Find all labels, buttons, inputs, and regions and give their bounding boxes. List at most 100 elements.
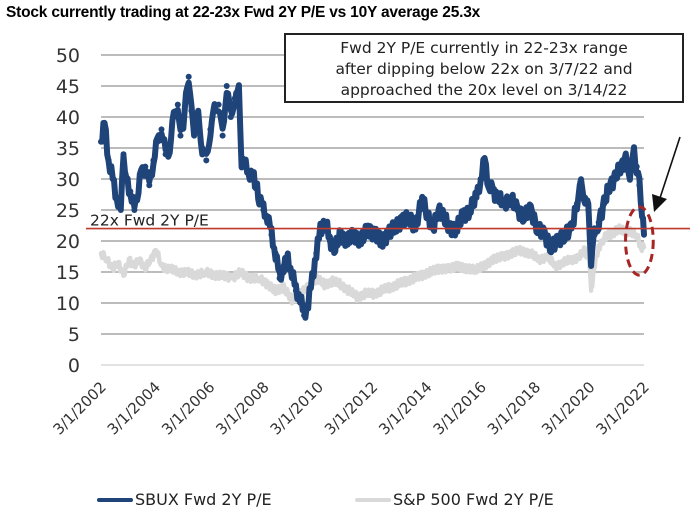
data-point (521, 213, 527, 220)
data-point (146, 182, 153, 189)
y-tick-label: 15 (56, 262, 80, 284)
data-point (242, 163, 249, 170)
data-point (167, 266, 172, 272)
data-point (305, 300, 312, 306)
legend-label-sbux: SBUX Fwd 2Y P/E (135, 490, 272, 509)
data-point (281, 285, 286, 290)
data-point (143, 266, 148, 272)
data-point (175, 269, 181, 275)
data-point (202, 269, 208, 275)
data-point (109, 176, 116, 182)
data-point (474, 266, 479, 272)
series-sbux (98, 73, 647, 321)
annotation-line: approached the 20x level on 3/14/22 (340, 81, 628, 99)
data-point (162, 151, 169, 158)
data-point (272, 250, 279, 257)
data-point (527, 207, 534, 213)
data-point (489, 188, 496, 195)
data-point (134, 194, 141, 201)
x-tick-label: 3/1/2006 (158, 378, 218, 438)
annotation-arrow (652, 136, 681, 212)
data-point (641, 244, 647, 250)
data-point (231, 95, 238, 102)
data-point (289, 297, 295, 303)
x-tick-label: 3/1/2012 (321, 378, 381, 438)
data-point (463, 266, 468, 272)
y-tick-label: 20 (56, 231, 80, 253)
data-point (238, 269, 243, 275)
data-point (358, 238, 365, 244)
annotation-line: Fwd 2Y P/E currently in 22-23x range (340, 39, 628, 57)
y-tick-label: 40 (56, 107, 80, 129)
data-point (199, 145, 206, 151)
data-point (153, 248, 159, 253)
data-point (260, 207, 267, 213)
data-point (257, 275, 262, 281)
annotation-line: after dipping below 22x on 3/7/22 and (335, 60, 633, 78)
data-point (628, 229, 634, 234)
data-point (601, 235, 607, 241)
chart-title: Stock currently trading at 22-23x Fwd 2Y… (6, 4, 481, 21)
data-point (354, 294, 360, 300)
data-point (371, 231, 378, 238)
data-point (622, 157, 629, 164)
data-point (395, 282, 400, 287)
data-point (554, 238, 561, 244)
data-point (626, 169, 633, 176)
highlight-ellipse (624, 205, 655, 277)
x-tick-label: 3/1/2018 (484, 378, 544, 438)
data-point (185, 73, 192, 80)
data-point (473, 194, 480, 201)
data-point (268, 231, 275, 238)
data-point (337, 231, 344, 238)
data-point (485, 182, 492, 189)
data-point (142, 163, 149, 170)
data-point (138, 169, 145, 176)
data-point (170, 114, 177, 120)
data-point (541, 231, 548, 238)
data-point (313, 250, 320, 257)
x-axis-ticks: 3/1/20023/1/20043/1/20063/1/20083/1/2010… (49, 378, 652, 438)
legend-item-sbux: SBUX Fwd 2Y P/E (97, 490, 272, 509)
data-point (273, 288, 278, 293)
data-point (536, 257, 542, 262)
x-tick-label: 3/1/2014 (375, 378, 435, 438)
data-point (578, 182, 584, 189)
data-point (191, 126, 198, 133)
data-point (517, 248, 523, 253)
data-point (121, 272, 126, 278)
data-point (440, 213, 447, 220)
data-point (528, 251, 534, 256)
data-point (210, 272, 216, 278)
data-point (582, 194, 589, 201)
data-point (292, 287, 299, 294)
x-tick-label: 3/1/2016 (430, 378, 490, 438)
data-point (131, 207, 138, 213)
data-point (120, 151, 127, 158)
data-point (398, 219, 405, 226)
data-point (98, 138, 104, 145)
data-point (330, 279, 335, 284)
data-point (548, 244, 555, 251)
data-point (561, 231, 568, 238)
data-point (588, 256, 595, 263)
data-point (477, 176, 484, 182)
data-point (256, 194, 263, 201)
data-point (264, 213, 271, 220)
legend-label-sp500: S&P 500 Fwd 2Y P/E (393, 490, 554, 509)
data-point (154, 138, 161, 145)
data-point (158, 126, 165, 133)
data-point (338, 282, 343, 287)
data-point (123, 176, 130, 182)
data-point (631, 151, 637, 158)
data-point (344, 238, 351, 244)
y-tick-label: 30 (56, 169, 80, 191)
data-point (191, 272, 197, 278)
data-point (387, 285, 392, 290)
y-tick-label: 35 (56, 138, 80, 160)
legend-swatch-sp500 (355, 497, 391, 502)
data-point (573, 200, 580, 207)
data-point (641, 231, 647, 238)
data-point (117, 207, 124, 213)
data-point (633, 163, 640, 170)
